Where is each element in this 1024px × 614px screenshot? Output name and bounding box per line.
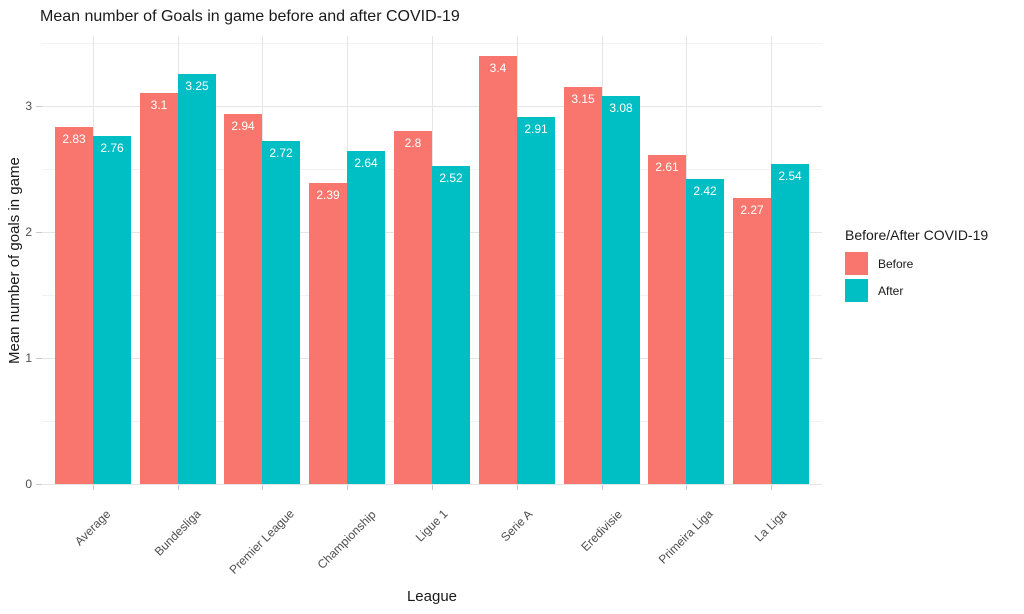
x-tick-label-primeira-liga: Primeira Liga: [656, 507, 716, 567]
y-tick-label: 1: [25, 351, 32, 365]
legend-item-before: Before: [845, 252, 988, 275]
legend-item-after: After: [845, 279, 988, 302]
bar-value-label: 3.25: [185, 79, 209, 93]
legend-swatch-after: [845, 279, 868, 302]
x-tick-mark: [262, 485, 263, 490]
x-tick-mark: [93, 485, 94, 490]
plot-panel: 2.83 3.1 2.94 2.39 2.8 3.4 3.15 2.61 2.27 2.76 3.2…: [42, 36, 822, 485]
y-tick-mark: [36, 232, 42, 233]
bar-after-eredivisie: [602, 96, 640, 484]
bar-before-la-liga: [733, 198, 771, 484]
bar-before-average: [55, 127, 93, 484]
legend-title: Before/After COVID-19: [845, 227, 989, 243]
x-tick-mark: [686, 485, 687, 490]
bar-value-label: 2.72: [269, 146, 293, 160]
chart-title: Mean number of Goals in game before and …: [40, 8, 460, 25]
y-tick-mark: [36, 484, 42, 485]
bar-value-label: 3.08: [609, 101, 633, 115]
x-tick-label-eredivisie: Eredivisie: [577, 506, 625, 554]
x-tick-label-championship: Championship: [314, 507, 379, 572]
bar-value-label: 2.54: [778, 169, 802, 183]
x-tick-label-ligue-1: Ligue 1: [412, 506, 451, 545]
legend-swatch-before: [845, 252, 868, 275]
legend-label: After: [878, 283, 904, 298]
bar-value-label: 2.76: [100, 141, 124, 155]
bar-before-premier-league: [224, 114, 262, 484]
bar-after-ligue-1: [432, 166, 470, 484]
bar-before-eredivisie: [564, 87, 602, 484]
y-tick-label: 3: [25, 99, 32, 113]
x-tick-mark: [432, 485, 433, 490]
bar-value-label: 2.8: [404, 136, 422, 150]
x-tick-mark: [178, 485, 179, 490]
bar-before-bundesliga: [140, 93, 178, 484]
bar-after-serie-a: [517, 117, 555, 484]
x-tick-mark: [517, 485, 518, 490]
bar-value-label: 2.52: [439, 171, 463, 185]
bar-value-label: 2.64: [354, 156, 378, 170]
bar-after-premier-league: [262, 141, 300, 484]
bar-value-label: 2.42: [693, 184, 717, 198]
bar-after-la-liga: [771, 164, 809, 484]
x-axis-title: League: [406, 588, 458, 605]
y-tick-mark: [36, 106, 42, 107]
x-tick-label-average: Average: [71, 506, 114, 549]
bar-value-label: 2.83: [62, 132, 86, 146]
x-tick-label-serie-a: Serie A: [497, 507, 536, 545]
bar-value-label: 3.4: [489, 61, 507, 75]
bar-before-championship: [309, 183, 347, 484]
bar-value-label: 2.39: [316, 188, 340, 202]
x-tick-mark: [347, 485, 348, 490]
legend-label: Before: [878, 256, 914, 271]
legend: Before/After COVID-19 Before After: [845, 226, 988, 306]
bar-after-championship: [347, 151, 385, 484]
bar-before-serie-a: [479, 56, 517, 484]
bar-value-label: 3.15: [571, 92, 595, 106]
bar-after-average: [93, 136, 131, 484]
x-tick-mark: [771, 485, 772, 490]
y-tick-label: 0: [25, 477, 32, 491]
x-tick-mark: [602, 485, 603, 490]
x-tick-label-premier-league: Premier League: [226, 506, 298, 578]
bar-before-ligue-1: [394, 131, 432, 484]
bar-value-label: 2.27: [740, 203, 764, 217]
bar-value-label: 3.1: [150, 98, 168, 112]
bar-value-label: 2.61: [655, 160, 679, 174]
bar-value-label: 2.91: [524, 122, 548, 136]
x-tick-label-bundesliga: Bundesliga: [151, 506, 204, 559]
bar-before-primeira-liga: [648, 155, 686, 484]
bar-after-primeira-liga: [686, 179, 724, 484]
x-tick-label-la-liga: La Liga: [751, 506, 790, 545]
bar-after-bundesliga: [178, 74, 216, 484]
y-tick-mark: [36, 358, 42, 359]
y-tick-label: 2: [25, 225, 32, 239]
bar-value-label: 2.94: [231, 119, 255, 133]
legend-items: Before After: [845, 252, 988, 302]
